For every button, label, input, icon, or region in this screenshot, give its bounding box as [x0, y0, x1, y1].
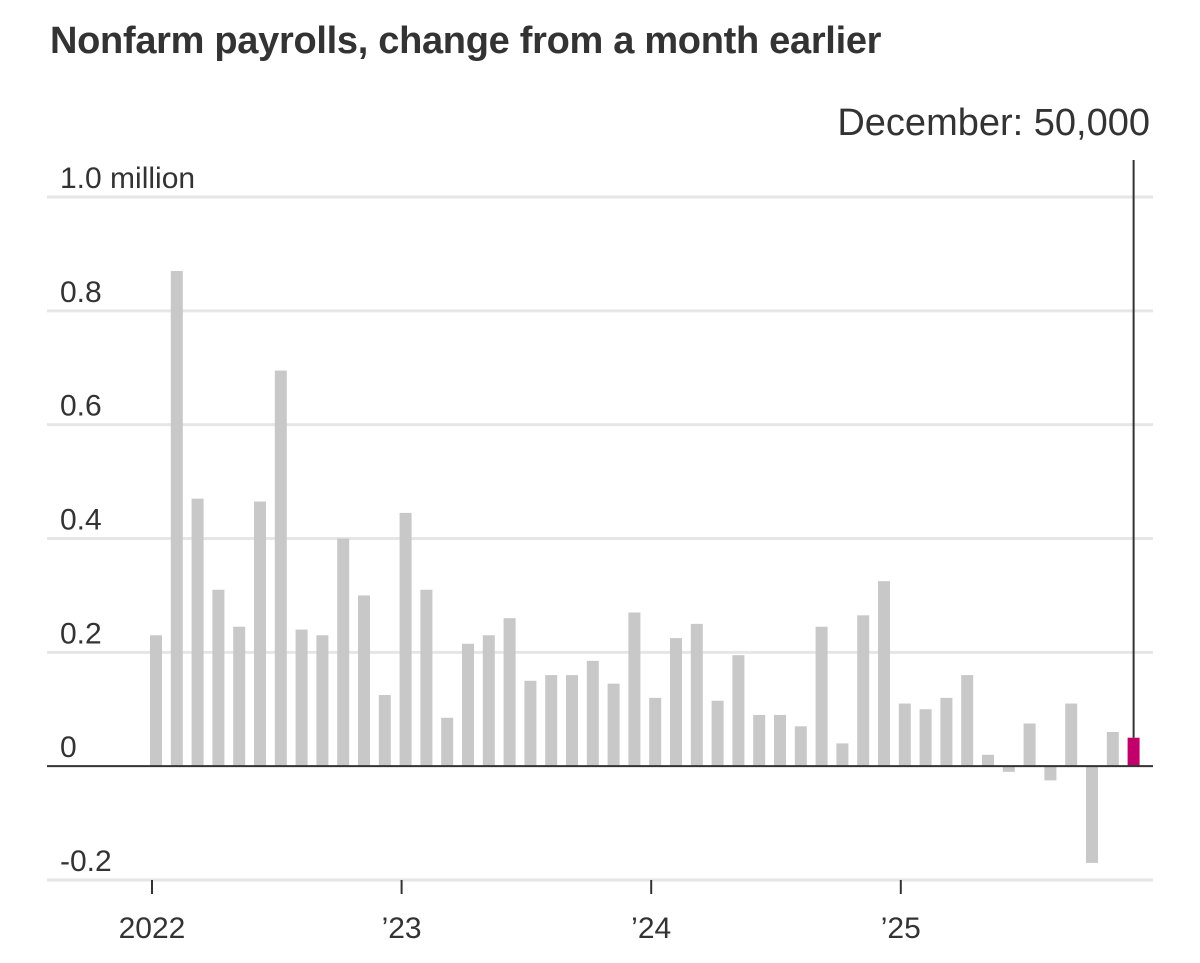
x-axis-labels: 2022 ’23 ’24 ’25 [119, 880, 921, 945]
bar [857, 615, 870, 767]
bar [191, 498, 204, 767]
bar [898, 703, 911, 767]
annotation-label: December: 50,000 [837, 102, 1150, 144]
bar [1065, 703, 1078, 767]
bar [545, 675, 558, 767]
bar [462, 643, 474, 767]
annotation: December: 50,000 [837, 102, 1150, 738]
bar [794, 726, 807, 767]
x-tick-label: ’24 [631, 912, 671, 945]
x-axis [47, 765, 1153, 882]
bar [940, 697, 953, 767]
bar [774, 714, 786, 767]
y-tick-label: 0.2 [60, 617, 102, 650]
bar [254, 501, 266, 767]
bar [524, 680, 537, 767]
bar [982, 754, 994, 767]
bar [586, 660, 599, 767]
bar [628, 612, 641, 767]
bar [1023, 723, 1036, 767]
bar [170, 270, 183, 767]
y-axis-labels: 1.0 million 0.8 0.6 0.4 0.2 0 -0.2 [60, 162, 195, 878]
x-tick-label: ’25 [881, 912, 921, 945]
bar [295, 629, 308, 767]
bar [233, 626, 246, 767]
bar [274, 370, 287, 767]
bar [670, 638, 682, 767]
bar [1086, 766, 1098, 863]
bar [399, 512, 412, 767]
y-tick-label: 0.4 [60, 504, 102, 537]
bar [649, 697, 662, 767]
bar [961, 675, 974, 767]
bar [753, 714, 766, 767]
chart-title: Nonfarm payrolls, change from a month ea… [50, 20, 882, 62]
y-tick-label: 0.6 [60, 390, 102, 423]
y-tick-label: 1.0 million [60, 162, 195, 195]
bar [919, 709, 932, 767]
bar [732, 655, 745, 767]
bar [1106, 732, 1119, 767]
bar [358, 595, 370, 767]
gridlines [47, 195, 1153, 882]
bar [711, 700, 724, 767]
x-tick-label: 2022 [119, 912, 186, 945]
bar [1002, 766, 1015, 772]
bar [607, 683, 620, 767]
bar [212, 589, 225, 767]
bar [1044, 766, 1057, 781]
bar [441, 717, 454, 767]
bar [337, 538, 350, 767]
bars [150, 270, 1140, 863]
bar [316, 635, 329, 767]
bar [420, 589, 433, 767]
bar [815, 626, 828, 767]
y-tick-label: -0.2 [60, 845, 112, 878]
bar [378, 695, 391, 767]
bar [690, 623, 703, 767]
highlight-bar [1127, 737, 1140, 767]
bar [150, 635, 162, 767]
x-tick-label: ’23 [382, 912, 422, 945]
bar [836, 743, 849, 767]
bar [878, 581, 890, 767]
bar [566, 675, 578, 767]
bar [503, 618, 516, 767]
bar [482, 635, 495, 767]
y-tick-label: 0.8 [60, 276, 102, 309]
y-tick-label: 0 [60, 731, 77, 764]
